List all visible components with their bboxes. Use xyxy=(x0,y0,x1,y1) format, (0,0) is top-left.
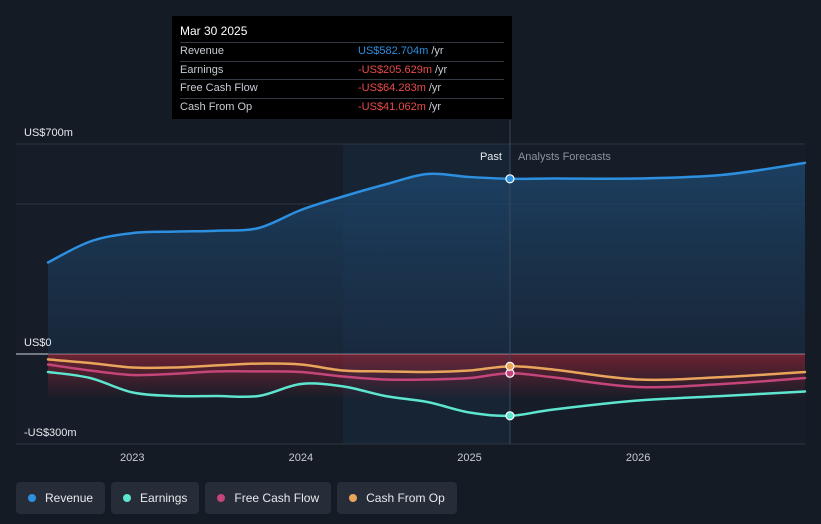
tooltip-row: Cash From Op -US$41.062m/yr xyxy=(180,97,504,117)
series-line-free-cash-flow xyxy=(46,363,807,389)
tooltip-row-unit: /yr xyxy=(428,82,442,94)
tooltip-row-value: -US$41.062m xyxy=(358,100,426,113)
x-tick-label: 2023 xyxy=(120,452,144,464)
tooltip-date: Mar 30 2025 xyxy=(180,24,248,38)
legend-label: Cash From Op xyxy=(366,491,445,505)
legend: Revenue Earnings Free Cash Flow Cash From O… xyxy=(16,482,457,514)
y-axis-labels: US$700m US$0 -US$300m xyxy=(24,127,77,439)
y-tick-label: US$700m xyxy=(24,127,73,139)
tooltip-row-label: Cash From Op xyxy=(180,100,253,113)
forecast-label: Analysts Forecasts xyxy=(518,151,611,163)
tooltip-row: Free Cash Flow -US$64.283m/yr xyxy=(180,79,504,98)
legend-dot-icon xyxy=(28,494,36,502)
legend-dot-icon xyxy=(123,494,132,502)
legend-dot-icon xyxy=(217,494,226,502)
marker-revenue xyxy=(505,174,515,184)
revenue-area xyxy=(48,162,805,354)
x-tick-label: 2024 xyxy=(289,452,313,464)
legend-label: Earnings xyxy=(140,491,188,505)
tooltip-rows: Revenue US$582.704m/yr Earnings -US$205.629… xyxy=(180,42,504,116)
series-lines xyxy=(46,161,807,418)
tooltip-row-unit: /yr xyxy=(428,100,442,113)
x-axis-labels: 2023 2024 2025 2026 xyxy=(120,452,650,464)
legend-item-earnings[interactable]: Earnings xyxy=(111,482,200,514)
legend-item-free-cash-flow[interactable]: Free Cash Flow xyxy=(205,482,332,514)
legend-item-revenue[interactable]: Revenue xyxy=(16,482,106,514)
x-tick-label: 2025 xyxy=(457,452,481,464)
tooltip-row-value: -US$205.629m xyxy=(358,63,432,76)
series-line-revenue xyxy=(46,161,807,264)
legend-label: Revenue xyxy=(45,491,94,505)
tooltip-row-unit: /yr xyxy=(435,63,448,76)
tooltip-row-label: Free Cash Flow xyxy=(180,82,258,94)
tooltip-row: Revenue US$582.704m/yr xyxy=(180,42,504,61)
tooltip-row-unit: /yr xyxy=(431,45,444,57)
legend-label: Free Cash Flow xyxy=(234,491,320,505)
tooltip-row: Earnings -US$205.629m/yr xyxy=(180,60,504,80)
tooltip-row-label: Revenue xyxy=(180,45,225,57)
y-tick-label: -US$300m xyxy=(24,427,77,439)
tooltip: Mar 30 2025 Revenue US$582.704m/yr Earning… xyxy=(172,16,512,119)
y-tick-label: US$0 xyxy=(24,337,52,349)
chart-canvas: Past Analysts Forecasts US$700m US$0 -US$3… xyxy=(16,120,807,464)
series-markers xyxy=(505,174,515,421)
tooltip-row-value: US$582.704m xyxy=(358,45,429,57)
tooltip-row-label: Earnings xyxy=(180,63,224,76)
legend-dot-icon xyxy=(349,494,358,502)
tooltip-row-value: -US$64.283m xyxy=(358,82,426,94)
series-line-cash-from-op xyxy=(46,358,807,382)
negative-band xyxy=(48,354,805,399)
series-line-earnings xyxy=(46,370,807,418)
legend-item-cash-from-op[interactable]: Cash From Op xyxy=(337,482,457,514)
past-label: Past xyxy=(480,151,502,163)
x-tick-label: 2026 xyxy=(626,452,650,464)
marker-cash-from-op xyxy=(505,361,515,371)
marker-earnings xyxy=(505,411,515,421)
